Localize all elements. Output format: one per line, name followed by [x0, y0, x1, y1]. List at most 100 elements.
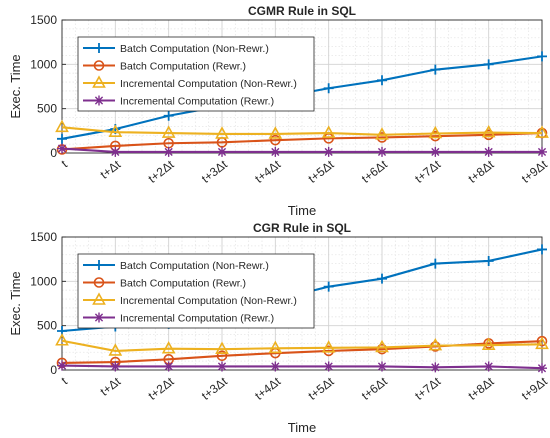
data-point — [108, 124, 123, 137]
legend: Batch Computation (Non-Rewr.) Batch Compu… — [77, 253, 315, 329]
data-point — [375, 127, 389, 140]
legend-marker — [94, 43, 104, 53]
chart-1: 0 500 1000 1500 t t+Δt t+2Δt t+3Δt t+4Δt t+5Δt t+6… — [8, 4, 550, 218]
data-point — [430, 64, 441, 75]
y-tick-label: 1000 — [30, 274, 57, 288]
data-point — [481, 124, 496, 138]
data-point — [216, 350, 228, 362]
series-line — [61, 339, 543, 352]
x-tick-label: t+Δt — [97, 374, 123, 399]
data-point — [537, 51, 547, 62]
data-point — [535, 125, 549, 138]
data-point — [215, 341, 229, 354]
series-3 — [55, 119, 549, 140]
x-tick-label: t+7Δt — [412, 374, 443, 403]
x-tick-label: t+8Δt — [466, 374, 497, 403]
legend-entry: Batch Computation (Rewr.) — [120, 278, 246, 290]
data-point — [217, 146, 227, 157]
x-tick-label: t+5Δt — [306, 374, 337, 403]
data-point — [535, 336, 549, 350]
data-point — [428, 337, 443, 351]
data-point — [321, 125, 336, 138]
x-axis-label: Time — [288, 203, 316, 218]
series-3 — [55, 333, 549, 356]
data-point — [483, 146, 494, 157]
x-tick-label: t+4Δt — [252, 374, 283, 403]
legend-entry: Incremental Computation (Rewr.) — [120, 313, 274, 325]
data-point — [268, 340, 283, 354]
axes-frame — [61, 236, 543, 371]
data-point — [377, 146, 387, 157]
x-tick-label: t+5Δt — [306, 157, 337, 186]
x-tick-label: t+7Δt — [412, 157, 443, 186]
data-point — [161, 341, 176, 354]
data-point — [323, 281, 334, 292]
legend-marker — [94, 312, 104, 323]
chart-2: 0 500 1000 1500 t t+Δt t+2Δt t+3Δt t+4Δt t+5Δt t+6… — [8, 221, 550, 435]
y-tick-label: 1000 — [30, 57, 57, 71]
x-tick-label: t+3Δt — [199, 374, 230, 403]
data-point — [270, 134, 281, 146]
legend: Batch Computation (Non-Rewr.) Batch Compu… — [77, 36, 315, 112]
x-tick-label: t+3Δt — [199, 157, 230, 186]
x-tick-label: t+6Δt — [359, 157, 390, 186]
series-line — [61, 364, 543, 370]
data-point — [270, 361, 281, 372]
data-point — [321, 340, 336, 353]
legend-marker — [92, 75, 106, 88]
data-point — [163, 146, 174, 157]
data-point — [163, 361, 174, 372]
data-point — [430, 146, 441, 157]
x-tick-label: t+9Δt — [519, 374, 550, 403]
x-tick-label: t+8Δt — [466, 157, 497, 186]
y-tick-label: 1500 — [30, 13, 57, 27]
data-point — [375, 339, 389, 353]
series-4 — [57, 143, 547, 157]
x-tick-label: t — [59, 374, 71, 387]
y-tick-label: 500 — [37, 319, 57, 333]
data-point — [430, 258, 441, 269]
data-point — [483, 59, 494, 70]
data-point — [323, 146, 334, 157]
data-point — [430, 362, 441, 373]
data-point — [323, 83, 334, 94]
legend-marker — [94, 260, 104, 270]
series-line — [61, 126, 543, 136]
data-point — [57, 360, 67, 371]
data-point — [377, 361, 387, 372]
data-point — [483, 255, 494, 266]
x-tick-label: t+Δt — [97, 157, 123, 182]
legend-entry: Incremental Computation (Non-Rewr.) — [120, 295, 297, 307]
data-point — [108, 343, 123, 356]
chart-title: CGMR Rule in SQL — [248, 4, 356, 18]
data-point — [537, 363, 547, 374]
data-point — [217, 361, 227, 372]
legend-entry: Incremental Computation (Non-Rewr.) — [120, 78, 297, 90]
data-point — [55, 333, 69, 346]
legend-box — [77, 36, 315, 112]
y-axis-label: Exec. Time — [8, 271, 23, 335]
y-tick-label: 500 — [37, 102, 57, 116]
data-point — [481, 337, 496, 350]
x-tick-label: t+2Δt — [146, 157, 177, 186]
y-axis-label: Exec. Time — [8, 54, 23, 118]
data-point — [537, 244, 547, 255]
y-tick-label: 0 — [50, 146, 57, 160]
data-point — [483, 361, 494, 372]
data-point — [57, 133, 67, 144]
axes-frame — [61, 19, 543, 154]
legend-marker — [92, 292, 106, 305]
data-point — [163, 110, 174, 121]
data-point — [270, 146, 281, 157]
legend-entry: Batch Computation (Non-Rewr.) — [120, 43, 269, 55]
y-tick-label: 1500 — [30, 230, 57, 244]
data-point — [537, 146, 547, 157]
x-tick-label: t+4Δt — [252, 157, 283, 186]
legend-marker — [94, 95, 104, 106]
data-point — [110, 146, 121, 157]
series-4 — [57, 360, 547, 374]
y-tick-label: 0 — [50, 363, 57, 377]
legend-marker — [93, 277, 105, 288]
data-point — [323, 361, 334, 372]
